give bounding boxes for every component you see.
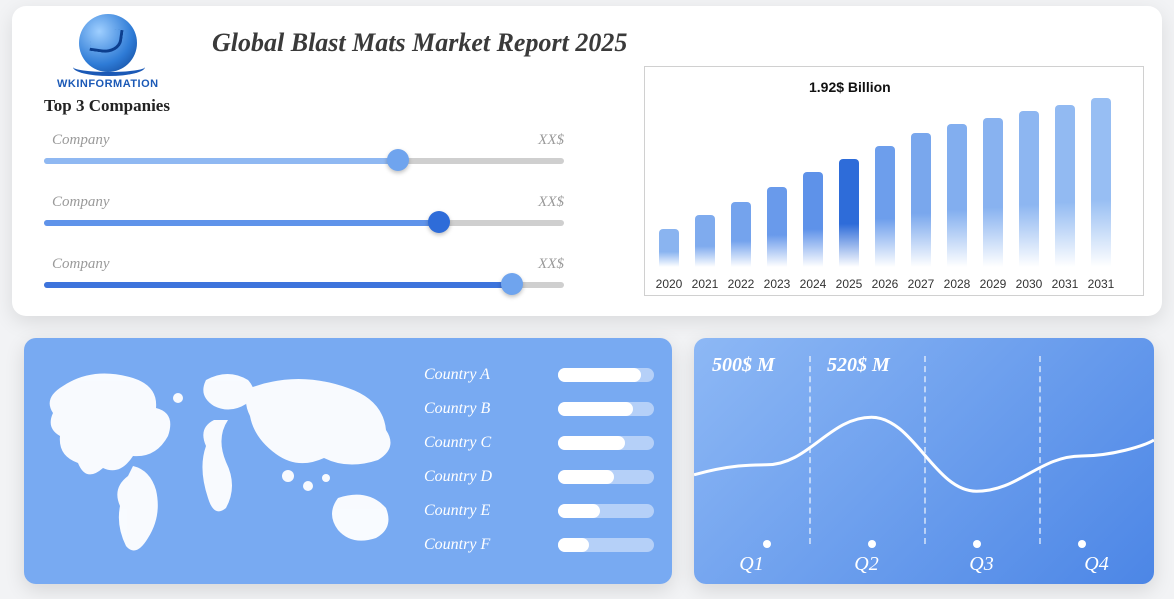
bar	[803, 172, 823, 267]
quarter-dot	[868, 540, 876, 548]
bar-x-label: 2023	[758, 277, 796, 291]
country-label: Country A	[424, 366, 490, 384]
quarter-divider	[924, 356, 926, 544]
slider-thumb[interactable]	[387, 149, 409, 171]
country-bar	[558, 368, 654, 382]
company-slider-label: Company	[52, 132, 110, 149]
globe-icon	[79, 14, 137, 72]
bar	[875, 146, 895, 267]
company-slider-label: Company	[52, 256, 110, 273]
country-row: Country A	[424, 358, 654, 392]
country-row: Country F	[424, 528, 654, 562]
company-slider[interactable]: Company XX$	[44, 196, 624, 246]
country-bar-fill	[558, 538, 589, 552]
bar-x-label: 2027	[902, 277, 940, 291]
slider-fill	[44, 282, 512, 288]
quarter-label: Q3	[924, 553, 1039, 576]
country-bar-fill	[558, 402, 633, 416]
company-slider-value: XX$	[538, 194, 564, 211]
bar-x-label: 2020	[650, 277, 688, 291]
bar	[695, 215, 715, 267]
country-bar-fill	[558, 436, 625, 450]
quarter-value: 500$ M	[712, 354, 775, 377]
bar	[1019, 111, 1039, 267]
country-bar	[558, 436, 654, 450]
company-slider-value: XX$	[538, 256, 564, 273]
country-label: Country D	[424, 468, 492, 486]
quarter-dot	[973, 540, 981, 548]
bar	[1055, 105, 1075, 267]
bar	[839, 159, 859, 267]
bar-x-label: 2024	[794, 277, 832, 291]
quarter-divider	[809, 356, 811, 544]
revenue-bar-chart: 1.92$ Billion 20202021202220232024202520…	[644, 66, 1144, 296]
bar-x-label: 2028	[938, 277, 976, 291]
slider-fill	[44, 220, 439, 226]
bar	[947, 124, 967, 267]
country-label: Country F	[424, 536, 490, 554]
bar-x-label: 2029	[974, 277, 1012, 291]
bar-chart-callout: 1.92$ Billion	[809, 79, 891, 95]
bar	[659, 229, 679, 267]
quarter-divider	[1039, 356, 1041, 544]
page-title: Global Blast Mats Market Report 2025	[212, 28, 627, 58]
country-label: Country B	[424, 400, 490, 418]
quarter-value: 520$ M	[827, 354, 890, 377]
quarter-label: Q1	[694, 553, 809, 576]
company-slider[interactable]: Company XX$	[44, 258, 624, 308]
country-row: Country E	[424, 494, 654, 528]
country-row: Country B	[424, 392, 654, 426]
top3-block: Top 3 Companies CompanyXX$CompanyXX$Comp…	[44, 96, 624, 320]
company-slider-label: Company	[52, 194, 110, 211]
country-bar	[558, 504, 654, 518]
country-label: Country E	[424, 502, 490, 520]
bar	[731, 202, 751, 267]
quarter-dot	[1078, 540, 1086, 548]
slider-fill	[44, 158, 398, 164]
bar-x-label: 2031	[1082, 277, 1120, 291]
bar-x-label: 2022	[722, 277, 760, 291]
top-card: WKINFORMATION Global Blast Mats Market R…	[12, 6, 1162, 316]
bar	[1091, 98, 1111, 267]
company-slider-value: XX$	[538, 132, 564, 149]
country-row: Country C	[424, 426, 654, 460]
brand-name: WKINFORMATION	[57, 78, 159, 90]
country-bar	[558, 402, 654, 416]
country-bar	[558, 538, 654, 552]
slider-thumb[interactable]	[501, 273, 523, 295]
bar	[767, 187, 787, 267]
brand-logo: WKINFORMATION	[57, 14, 159, 90]
slider-thumb[interactable]	[428, 211, 450, 233]
quarter-label: Q2	[809, 553, 924, 576]
quarter-dot	[763, 540, 771, 548]
top3-heading: Top 3 Companies	[44, 96, 624, 116]
country-label: Country C	[424, 434, 491, 452]
quarterly-card: Q1Q2Q3Q4 500$ M 520$ M	[694, 338, 1154, 584]
quarter-label: Q4	[1039, 553, 1154, 576]
bar-x-label: 2026	[866, 277, 904, 291]
country-row: Country D	[424, 460, 654, 494]
map-card: Country A Country B Country C Country D Coun…	[24, 338, 672, 584]
bar-x-label: 2030	[1010, 277, 1048, 291]
country-list: Country A Country B Country C Country D Coun…	[424, 358, 654, 562]
bar	[911, 133, 931, 267]
country-bar-fill	[558, 470, 614, 484]
world-map-icon	[38, 358, 418, 568]
country-bar-fill	[558, 368, 641, 382]
country-bar	[558, 470, 654, 484]
company-slider[interactable]: Company XX$	[44, 134, 624, 184]
bar	[983, 118, 1003, 267]
country-bar-fill	[558, 504, 600, 518]
bar-x-label: 2021	[686, 277, 724, 291]
bar-x-label: 2031	[1046, 277, 1084, 291]
bar-x-label: 2025	[830, 277, 868, 291]
